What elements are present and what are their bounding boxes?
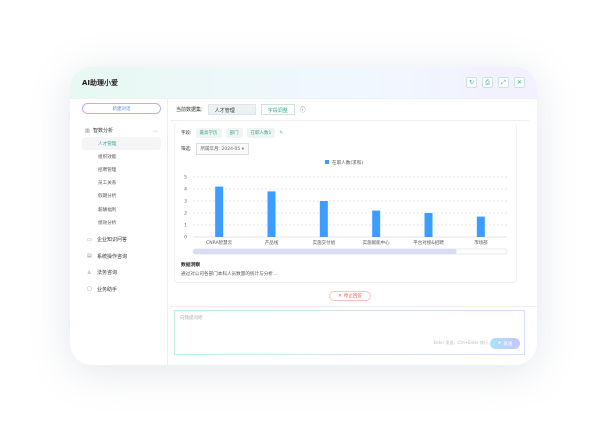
bar [476,216,485,237]
insight-text: 通过对公司各部门本科人员数量的统计与分析... [181,272,278,277]
nav-label: 系统操作咨询 [97,253,128,260]
nav-label: 企业知识问答 [97,237,128,244]
window-title: AI助理小爱 [82,78,119,87]
y-tick-label: 3 [184,199,187,205]
question-input[interactable]: 向我提问吧 Enter 发送，Ctrl+Enter 换行 ➤ 发送 [174,310,525,355]
bar-chart: 在职人数(求和) 0 1 2 3 4 5 CNRA智慧云 产品线 实施交付组 实施赋能中心 平台对接&… [184,159,508,255]
input-placeholder: 向我提问吧 [180,316,203,321]
x-tick-label: 产品线 [265,239,279,246]
new-chat-button[interactable]: 新建对话 [82,103,161,114]
user-icon: ♙ [87,269,92,276]
field-tag: 部门 [225,128,243,138]
x-tick-label: 实施交付组 [313,239,336,246]
book-icon: ▭ [87,236,92,243]
main-area: 当前数据集: 人才管理 字段调整 ⓘ 字段: 最高学历 部门 在职人数1 ✎ 筛… [170,99,537,365]
nav-label: 业务助手 [97,286,118,293]
print-icon[interactable]: ⎙ [482,77,493,88]
legend-label: 在职人数(求和) [332,159,363,166]
bar-chart-icon: ▥ [85,127,90,134]
sidebar-item[interactable]: 绩效分析 [98,220,117,226]
fields-label: 字段: [181,131,192,136]
close-icon: ✕ [338,293,342,299]
input-hint: Enter 发送，Ctrl+Enter 换行 [433,340,488,345]
divider [170,306,537,307]
insight-title: 数据洞察 [181,263,201,268]
sidebar-item[interactable]: 招聘管理 [98,167,117,173]
x-tick-label: CNRA智慧云 [206,239,233,246]
field-adjust-button[interactable]: 字段调整 [260,104,295,115]
x-tick-label: 市场部 [474,239,488,246]
filter-label: 筛选: [181,147,192,152]
help-icon[interactable]: ⓘ [299,107,306,114]
y-tick-label: 0 [184,235,187,241]
filter-select[interactable]: 所属年月: 2024-05 ▾ [195,143,249,155]
sidebar-item[interactable]: 人才管理 [82,137,161,151]
document-icon: ▤ [87,253,92,260]
zoom-scrollbar-handle[interactable] [193,249,457,254]
send-icon: ➤ [497,341,502,346]
assistant-icon: ▢ [87,286,92,293]
x-tick-label: 平台对接&招聘 [413,239,444,246]
sidebar-item[interactable]: 员工关系 [98,181,117,187]
bar [215,186,224,237]
sidebar-item[interactable]: 组织效能 [98,154,117,160]
bar [267,191,276,237]
bar [319,201,328,237]
history-icon[interactable]: ↻ [466,77,477,88]
result-panel: 字段: 最高学历 部门 在职人数1 ✎ 筛选: 所属年月: 2024-05 ▾ … [174,123,517,283]
chevron-up-icon[interactable]: ︿ [152,128,158,134]
sidebar-item[interactable]: 假期分析 [98,194,117,200]
edit-icon[interactable]: ✎ [279,130,284,136]
expand-icon[interactable]: ⤢ [498,77,509,88]
y-tick-label: 1 [184,223,187,229]
window-header: AI助理小爱 ↻ ⎙ ⤢ ✕ [70,67,537,99]
bar [424,213,433,237]
field-tag: 在职人数1 [246,128,276,138]
sidebar-nav-item[interactable]: ▤ 系统操作咨询 [76,248,167,265]
close-icon[interactable]: ✕ [514,77,525,88]
send-label: 发送 [503,341,513,347]
dataset-select[interactable]: 人才管理 [207,104,256,115]
legend-swatch [325,160,329,164]
y-tick-label: 4 [184,187,187,193]
sidebar-item[interactable]: 薪酬福利 [98,207,117,213]
send-button[interactable]: ➤ 发送 [490,338,520,349]
group-label: 智数分析 [93,128,114,134]
y-tick-label: 5 [184,175,187,181]
filter-value: 所属年月: 2024-05 [200,147,241,152]
x-tick-label: 实施赋能中心 [363,239,390,246]
sidebar-nav-item[interactable]: ▢ 业务助手 [76,281,167,298]
sidebar-group-analysis[interactable]: ▥ 智数分析 ︿ [76,124,167,137]
assistant-window: AI助理小爱 ↻ ⎙ ⤢ ✕ 新建对话 ▥ 智数分析 ︿ 人才管理组织效能招聘管理员… [70,67,537,365]
sidebar-nav-item[interactable]: ▭ 企业知识问答 [76,231,167,248]
nav-label: 法务咨询 [97,270,118,277]
stop-button[interactable]: ✕ 停止回答 [329,291,371,301]
dataset-label: 当前数据集: [176,107,203,113]
sidebar: 新建对话 ▥ 智数分析 ︿ 人才管理组织效能招聘管理员工关系假期分析薪酬福利绩效分析… [76,99,168,365]
y-tick-label: 2 [184,211,187,217]
sidebar-nav-item[interactable]: ♙ 法务咨询 [76,265,167,282]
field-tag: 最高学历 [195,128,222,138]
bar [372,210,381,237]
stop-label: 停止回答 [343,294,362,299]
